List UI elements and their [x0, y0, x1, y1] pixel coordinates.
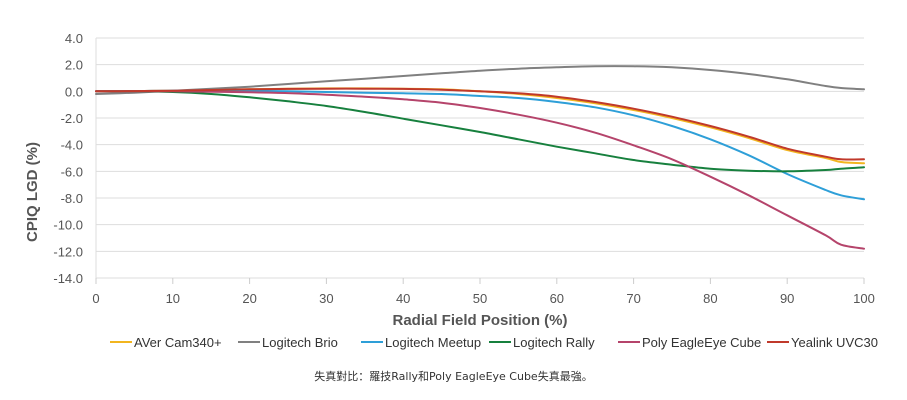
y-tick-label: -4.0: [61, 138, 83, 153]
series-lines: [95, 65, 865, 250]
figure-caption: 失真對比：羅技Rally和Poly EagleEye Cube失真最強。: [314, 370, 593, 383]
legend-label-poly-eagleeye-cube: Poly EagleEye Cube: [642, 335, 761, 350]
legend-label-aver-cam340: AVer Cam340+: [134, 335, 222, 350]
y-tick-label: -6.0: [61, 164, 83, 179]
x-tick-label: 10: [166, 291, 180, 306]
x-tick-label: 80: [703, 291, 717, 306]
x-tick-label: 30: [319, 291, 333, 306]
x-axis-ticks: 0 10 20 30 40 50 60 70 80 90 100: [92, 278, 875, 306]
x-tick-label: 60: [550, 291, 564, 306]
y-tick-label: -14.0: [53, 271, 83, 286]
y-tick-label: 2.0: [65, 58, 83, 73]
x-tick-label: 100: [853, 291, 875, 306]
legend-label-yealink-uvc30: Yealink UVC30: [791, 335, 878, 350]
x-tick-label: 90: [780, 291, 794, 306]
legend-label-logitech-meetup: Logitech Meetup: [385, 335, 481, 350]
x-tick-label: 50: [473, 291, 487, 306]
series-line-logitech-rally: [95, 90, 865, 173]
series-line-yealink-uvc30: [95, 87, 865, 161]
series-line-poly-eagleeye-cube: [95, 90, 865, 250]
legend: AVer Cam340+ Logitech Brio Logitech Meetup…: [110, 335, 878, 350]
series-line-logitech-brio: [95, 65, 865, 95]
y-tick-label: -8.0: [61, 191, 83, 206]
y-tick-label: -12.0: [53, 244, 83, 259]
y-tick-label: -10.0: [53, 218, 83, 233]
x-tick-label: 40: [396, 291, 410, 306]
series-line-logitech-meetup: [95, 89, 865, 201]
y-tick-label: -2.0: [61, 111, 83, 126]
x-tick-label: 20: [242, 291, 256, 306]
series-line-aver-cam340: [95, 87, 865, 165]
x-tick-label: 0: [92, 291, 99, 306]
x-tick-label: 70: [626, 291, 640, 306]
legend-label-logitech-rally: Logitech Rally: [513, 335, 595, 350]
legend-label-logitech-brio: Logitech Brio: [262, 335, 338, 350]
y-axis-title: CPIQ LGD (%): [24, 142, 41, 242]
y-axis-ticks: 4.0 2.0 0.0 -2.0 -4.0 -6.0 -8.0 -10.0 -12.0 -14.0: [53, 31, 83, 286]
x-axis-title: Radial Field Position (%): [392, 312, 567, 329]
y-tick-label: 0.0: [65, 84, 83, 99]
y-tick-label: 4.0: [65, 31, 83, 46]
